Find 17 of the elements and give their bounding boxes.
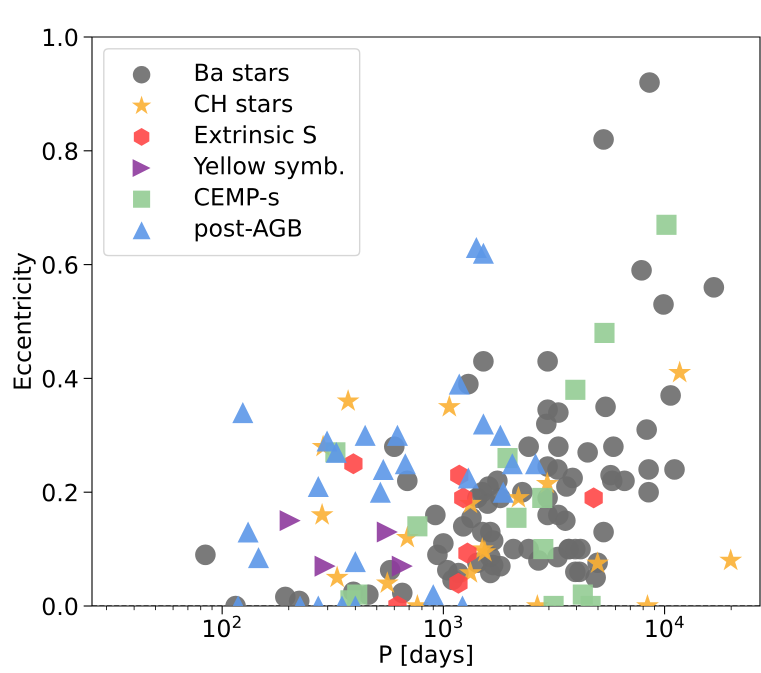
x-tick-label: 10$^{2}$ — [204, 616, 241, 638]
legend-label: Extrinsic S — [196, 125, 316, 144]
y-tick-label: 0.6 — [42, 256, 78, 274]
legend-label: Ba stars — [196, 64, 289, 82]
y-tick-label: 0.0 — [42, 597, 78, 616]
y-tick-label: 1.0 — [44, 28, 78, 46]
legend-label: CEMP-s — [194, 188, 279, 206]
y-tick-label: 0.2 — [42, 484, 76, 502]
x-axis-title: P [days] — [380, 644, 472, 668]
legend-label: Yellow symb. — [193, 156, 343, 180]
x-tick-label: 10$^{3}$ — [425, 616, 462, 638]
y-tick-label: 0.4 — [42, 370, 78, 388]
legend-label: post-AGB — [196, 218, 302, 242]
y-axis-title: Eccentricity — [12, 252, 36, 389]
x-tick-label: 10$^{4}$ — [646, 616, 684, 638]
y-tick-label: 0.8 — [42, 142, 78, 160]
legend-label: CH stars — [194, 94, 292, 112]
